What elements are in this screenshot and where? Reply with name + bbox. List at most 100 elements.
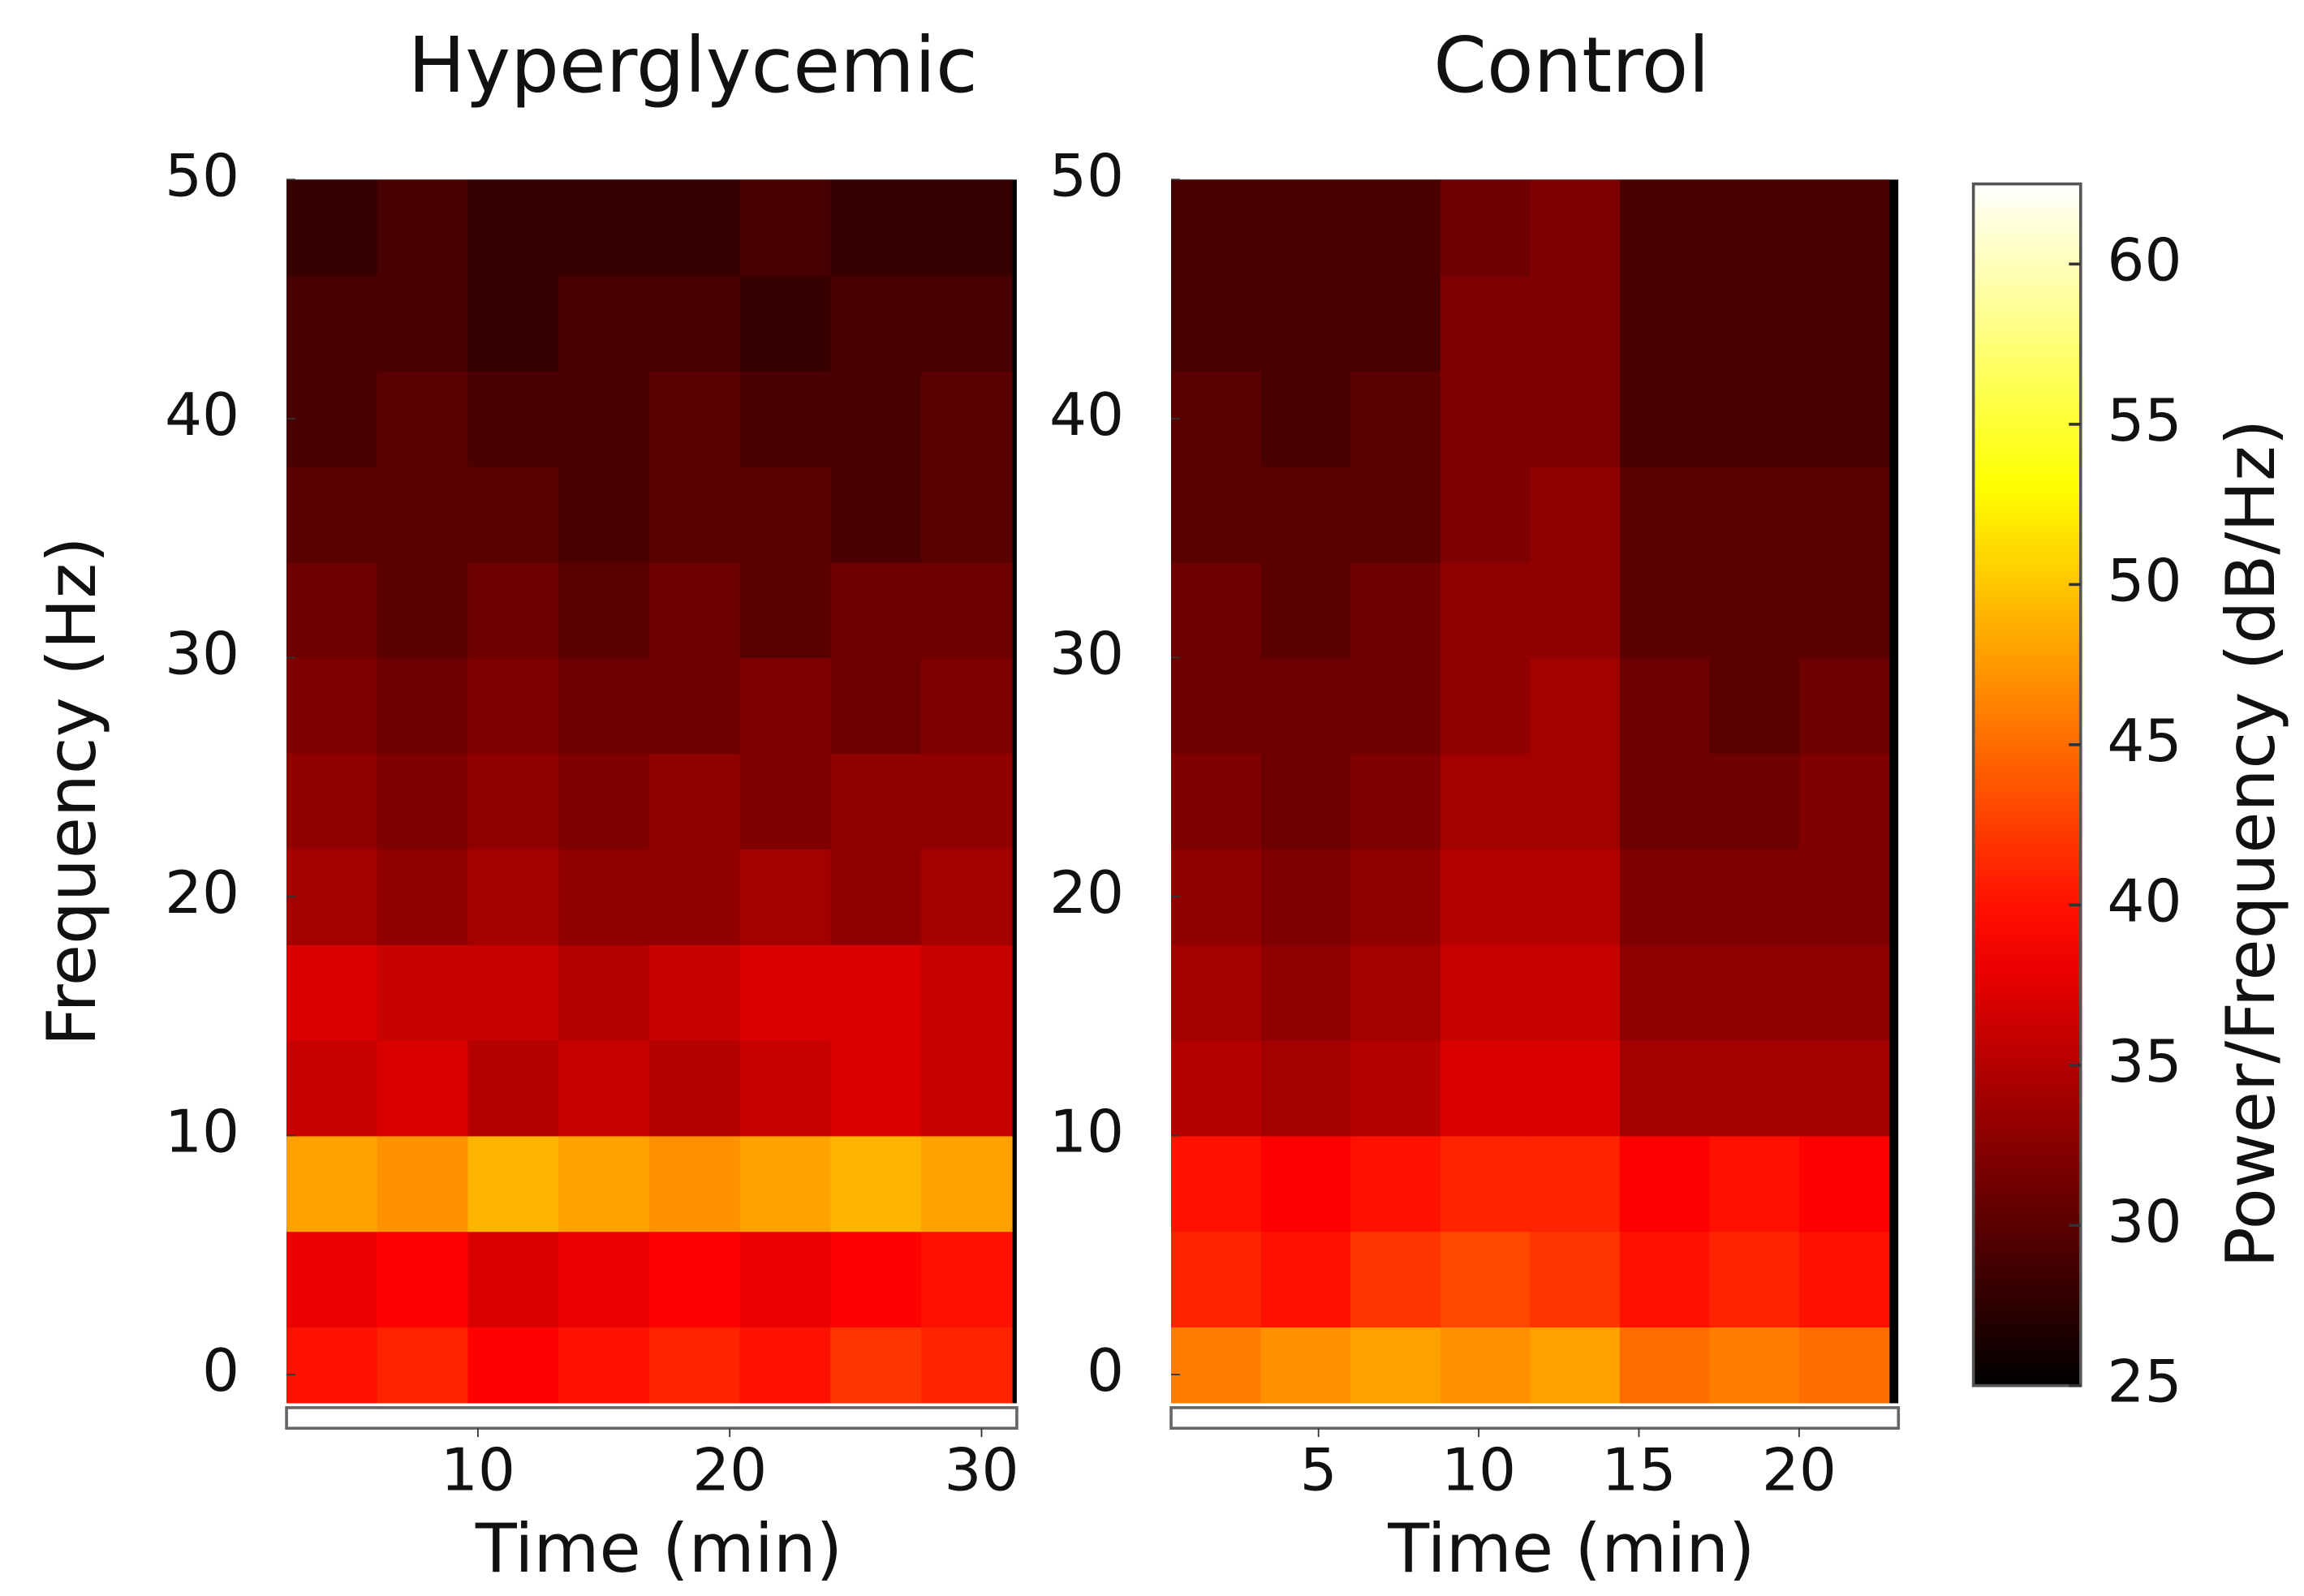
heatmap-cell <box>558 370 650 467</box>
heatmap-cell <box>1709 561 1800 659</box>
heatmap-cell <box>377 561 469 659</box>
heatmap-cell <box>830 561 922 659</box>
heatmap-cell <box>739 179 832 276</box>
heatmap-cell <box>739 753 832 850</box>
heatmap-cell <box>1619 561 1711 659</box>
colorbar <box>1971 182 2082 1387</box>
heatmap-cells <box>286 179 1017 1404</box>
y-tick-label: 30 <box>1049 620 1124 688</box>
heatmap-cell <box>1530 370 1621 467</box>
heatmap-cell <box>921 561 1013 659</box>
heatmap-cell <box>1350 179 1441 276</box>
heatmap-cell <box>467 466 560 563</box>
heatmap-cell <box>648 1231 741 1328</box>
heatmap-cell <box>921 1039 1013 1137</box>
colorbar-tick-label: 40 <box>2107 867 2181 936</box>
heatmap-cell <box>558 944 650 1041</box>
heatmap-cell <box>1619 370 1711 467</box>
heatmap-cell <box>1619 466 1711 563</box>
heatmap-cell <box>739 466 832 563</box>
heatmap-cell <box>1530 849 1621 945</box>
heatmap-cell <box>921 657 1013 755</box>
heatmap-cell <box>648 944 741 1041</box>
heatmap-cell <box>1260 179 1352 276</box>
heatmap-cell <box>1350 657 1441 755</box>
heatmap-cell <box>377 753 469 850</box>
heatmap-cell <box>377 275 469 372</box>
y-tick-label: 20 <box>1049 859 1124 927</box>
heatmap-cell <box>648 1039 741 1137</box>
y-tick-label: 20 <box>165 859 239 927</box>
x-tick-label: 20 <box>692 1436 767 1504</box>
heatmap-cell <box>1260 753 1352 850</box>
heatmap-cell <box>377 1135 469 1232</box>
heatmap-cell <box>648 849 741 945</box>
heatmap-cell <box>467 1039 560 1137</box>
heatmap-cell <box>1619 275 1711 372</box>
heatmap-cell <box>830 1231 922 1328</box>
heatmap-cell <box>286 1327 378 1404</box>
y-axis-label: Frequency (Hz) <box>32 536 111 1046</box>
heatmap-cell <box>467 1135 560 1232</box>
heatmap-cell <box>648 179 741 276</box>
heatmap-cell <box>1171 1231 1262 1328</box>
heatmap-cell <box>830 1039 922 1137</box>
heatmap-cell <box>1171 1039 1262 1137</box>
heatmap-cell <box>286 275 378 372</box>
heatmap-cell <box>1440 561 1531 659</box>
heatmap-cell <box>1350 1039 1441 1137</box>
heatmap-cell <box>286 179 378 276</box>
heatmap-cell <box>921 849 1013 945</box>
heatmap-cell <box>467 849 560 945</box>
heatmap-cell <box>1530 753 1621 850</box>
heatmap-cell <box>1440 275 1531 372</box>
heatmap-cell <box>1798 179 1890 276</box>
heatmap-cell <box>648 275 741 372</box>
heatmap-cell <box>467 753 560 850</box>
heatmap-cell <box>739 275 832 372</box>
heatmap-cell <box>1530 179 1621 276</box>
heatmap-cell <box>1709 370 1800 467</box>
heatmap-cell <box>921 466 1013 563</box>
heatmap-cell <box>830 657 922 755</box>
y-tick-label: 10 <box>165 1099 239 1167</box>
heatmap-cell <box>286 753 378 850</box>
y-tick-label: 10 <box>1049 1099 1124 1167</box>
heatmap-cell <box>1530 561 1621 659</box>
heatmap-cell <box>286 657 378 755</box>
colorbar-tick-label: 45 <box>2107 708 2181 776</box>
heatmap-cell <box>558 1231 650 1328</box>
heatmap-cell <box>1709 753 1800 850</box>
heatmap-cell <box>1798 1327 1890 1404</box>
x-tick-label: 10 <box>441 1436 515 1504</box>
heatmap-cell <box>1171 944 1262 1041</box>
heatmap-cell <box>558 466 650 563</box>
heatmap-cell <box>1260 1135 1352 1232</box>
heatmap-cell <box>830 1327 922 1404</box>
heatmap-cell <box>1798 370 1890 467</box>
heatmap-cell <box>1619 1039 1711 1137</box>
heatmap-cell <box>558 561 650 659</box>
heatmap-cell <box>1619 657 1711 755</box>
heatmap-cell <box>286 561 378 659</box>
heatmap-cell <box>648 1327 741 1404</box>
heatmap-cell <box>558 1135 650 1232</box>
heatmap-cell <box>558 753 650 850</box>
heatmap-cell <box>648 753 741 850</box>
heatmap-cell <box>1171 466 1262 563</box>
heatmap-cell <box>1350 275 1441 372</box>
colorbar-tick-label: 35 <box>2107 1028 2181 1096</box>
heatmap-cell <box>467 1327 560 1404</box>
heatmap-cell <box>830 466 922 563</box>
heatmap-cell <box>1260 1039 1352 1137</box>
x-tick-label: 10 <box>1441 1436 1516 1504</box>
heatmap-cell <box>648 466 741 563</box>
heatmap-cell <box>558 179 650 276</box>
colorbar-tick-label: 55 <box>2107 387 2181 455</box>
heatmap-cell <box>1171 275 1262 372</box>
colorbar-tick-label: 50 <box>2107 547 2181 615</box>
heatmap-cell <box>1260 657 1352 755</box>
heatmap-cell <box>1530 466 1621 563</box>
x-tick-label: 30 <box>944 1436 1018 1504</box>
heatmap-cell <box>1798 466 1890 563</box>
